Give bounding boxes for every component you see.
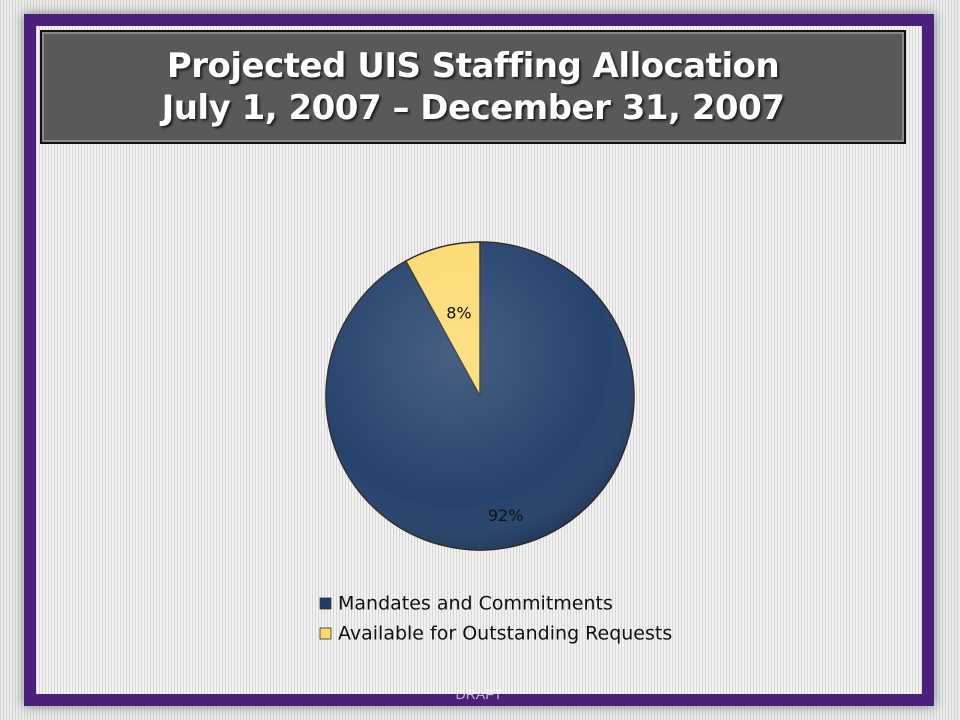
legend-swatch-1 xyxy=(319,627,332,640)
pie-slice-label-1: 8% xyxy=(446,303,471,322)
title-line-2: July 1, 2007 – December 31, 2007 xyxy=(161,88,785,128)
legend-label-0: Mandates and Commitments xyxy=(338,593,613,615)
legend-label-1: Available for Outstanding Requests xyxy=(338,623,672,645)
title-line-1: Projected UIS Staffing Allocation xyxy=(166,46,780,86)
pie-slice-label-0: 92% xyxy=(488,506,524,525)
pie-chart: 92% 8% Mandates and Commitments Available … xyxy=(319,241,672,645)
legend-swatch-0 xyxy=(319,597,332,610)
draft-watermark: DRAFT xyxy=(455,686,503,702)
slide-frame: Projected UIS Staffing Allocation July 1… xyxy=(24,14,934,706)
title-box: Projected UIS Staffing Allocation July 1… xyxy=(40,30,906,144)
slide-canvas: Projected UIS Staffing Allocation July 1… xyxy=(36,26,922,702)
